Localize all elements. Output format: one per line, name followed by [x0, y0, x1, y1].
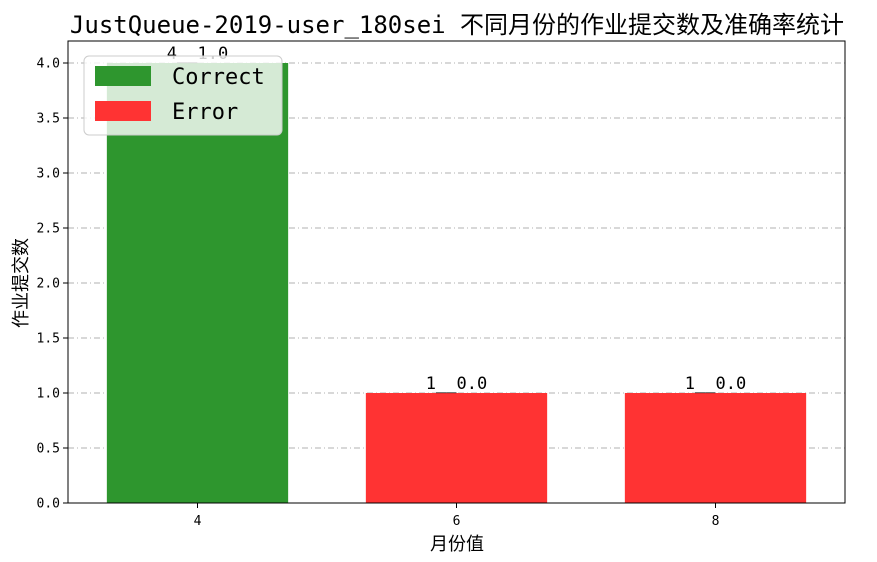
y-tick-label: 1.0 — [37, 387, 60, 402]
y-tick-label: 0.0 — [37, 497, 60, 512]
chart-title: JustQueue-2019-user_180sei 不同月份的作业提交数及准确… — [70, 11, 844, 39]
x-axis-label: 月份值 — [430, 534, 484, 555]
bars — [106, 63, 807, 503]
x-tick-label: 8 — [712, 514, 720, 529]
y-tick-label: 2.5 — [37, 222, 60, 237]
y-tick-label: 3.0 — [37, 167, 60, 182]
y-tick-label: 2.0 — [37, 277, 60, 292]
bar-correct-4 — [106, 63, 289, 503]
legend: Correct Error — [83, 55, 283, 136]
y-tick-label: 0.5 — [37, 442, 60, 457]
x-tick-label: 4 — [194, 514, 202, 529]
y-tick-label: 1.5 — [37, 332, 60, 347]
bar-data-label: 1__0.0 — [426, 374, 487, 394]
legend-swatch-correct — [95, 66, 151, 86]
bar-data-label: 1__0.0 — [685, 374, 746, 394]
legend-label-error: Error — [172, 100, 238, 125]
y-tick-label: 4.0 — [37, 57, 60, 72]
bar-error-6 — [365, 393, 548, 503]
y-tick-label: 3.5 — [37, 112, 60, 127]
legend-label-correct: Correct — [172, 65, 265, 90]
legend-swatch-error — [95, 101, 151, 121]
y-axis: 0.0 0.5 1.0 1.5 2.0 2.5 3.0 3.5 4.0 — [37, 57, 68, 512]
y-axis-label: 作业提交数 — [11, 238, 32, 328]
x-axis: 4 6 8 — [194, 503, 720, 529]
x-tick-label: 6 — [453, 514, 461, 529]
bar-error-8 — [624, 393, 807, 503]
